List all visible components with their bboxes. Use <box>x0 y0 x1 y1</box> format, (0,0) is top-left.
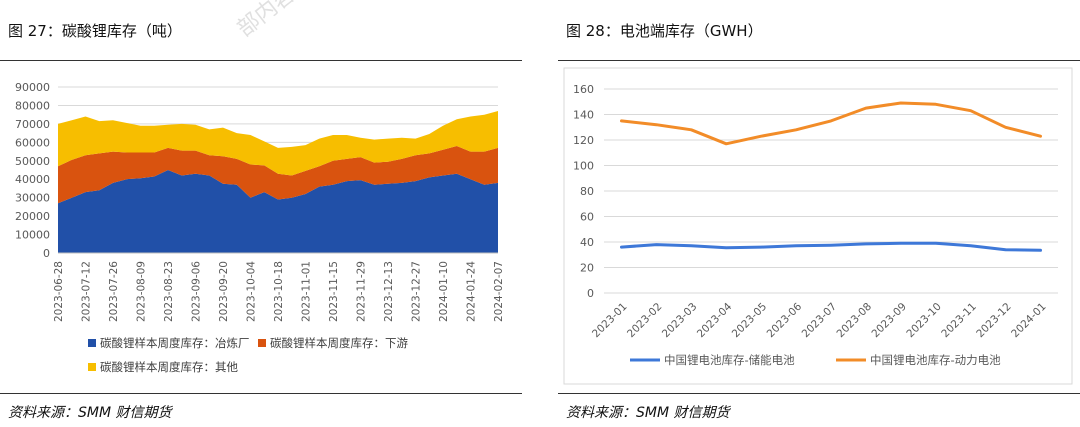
y-tick-label: 0 <box>587 287 594 300</box>
x-tick-label: 2023-09-06 <box>191 261 203 322</box>
y-tick-label: 80000 <box>15 99 50 112</box>
y-tick-label: 120 <box>573 134 594 147</box>
x-tick-label: 2023-10-04 <box>246 261 258 322</box>
left-panel: 图 27：碳酸锂库存（吨） 部内容 0 10000 20000 30000 40000 5… <box>0 0 522 427</box>
x-tick-label: 2024-01-10 <box>438 261 450 322</box>
figure-27-title: 图 27：碳酸锂库存（吨） <box>8 22 182 40</box>
x-tick-label: 2023-12-27 <box>411 261 423 322</box>
legend-swatch <box>88 339 96 347</box>
area-series-1 <box>58 170 498 253</box>
legend-label: 碳酸锂样本周度库存：下游 <box>270 336 408 350</box>
chart-frame <box>563 67 1073 385</box>
y-tick-label: 50000 <box>15 155 50 168</box>
x-tick-label: 2023-06-28 <box>53 261 65 322</box>
x-tick-label: 2024-02-07 <box>493 261 505 322</box>
x-tick-label: 2024-01-24 <box>466 261 478 322</box>
y-tick-label: 90000 <box>15 81 50 94</box>
top-rule <box>0 60 522 61</box>
area-series-2 <box>58 146 498 204</box>
y-tick-label: 20000 <box>15 210 50 223</box>
y-tick-label: 60000 <box>15 136 50 149</box>
y-tick-label: 10000 <box>15 229 50 242</box>
x-tick-label: 2023-11-15 <box>328 261 340 322</box>
x-tick-label: 2023-11-01 <box>301 261 313 322</box>
y-tick-label: 20 <box>580 262 594 275</box>
legend-swatch <box>258 339 266 347</box>
legend-label: 碳酸锂样本周度库存：其他 <box>100 360 238 374</box>
x-tick-label: 2023-10-18 <box>273 261 285 322</box>
x-tick-label: 2023-08-09 <box>136 261 148 322</box>
source-note: 资料来源：SMM 财信期货 <box>8 405 172 421</box>
x-tick-label: 2023-09-20 <box>218 261 230 322</box>
line-series-2 <box>620 101 1042 146</box>
y-tick-label: 40 <box>580 236 594 249</box>
source-note: 资料来源：SMM 财信期货 <box>566 405 730 421</box>
area-series-3 <box>58 111 498 176</box>
top-rule <box>558 60 1080 61</box>
legend-label: 碳酸锂样本周度库存：冶炼厂 <box>100 336 250 350</box>
y-tick-label: 60 <box>580 211 594 224</box>
y-tick-label: 0 <box>43 247 50 260</box>
x-tick-label: 2023-07-26 <box>108 261 120 322</box>
legend-label: 中国锂电池库存-动力电池 <box>870 353 1001 367</box>
y-tick-label: 160 <box>573 83 594 96</box>
legend-swatch <box>88 363 96 371</box>
x-tick-label: 2023-07-12 <box>81 261 93 322</box>
y-tick-label: 140 <box>573 109 594 122</box>
x-tick-label: 2023-12-13 <box>383 261 395 322</box>
line-series-1 <box>620 241 1042 252</box>
bottom-rule <box>0 393 522 394</box>
x-tick-label: 2023-11-29 <box>356 261 368 322</box>
battery-inventory-chart: 0204060801001201401602023-012023-022023-… <box>563 67 1073 385</box>
figure-28-title: 图 28：电池端库存（GWH） <box>566 22 763 40</box>
y-tick-label: 40000 <box>15 173 50 186</box>
legend-label: 中国锂电池库存-储能电池 <box>664 353 795 367</box>
y-tick-label: 70000 <box>15 118 50 131</box>
x-tick-label: 2023-08-23 <box>163 261 175 322</box>
lithium-carbonate-inventory-chart: 0 10000 20000 30000 40000 50000 60000 70000 8000… <box>15 81 505 374</box>
y-tick-label: 30000 <box>15 192 50 205</box>
y-tick-label: 80 <box>580 185 594 198</box>
y-tick-label: 100 <box>573 160 594 173</box>
bottom-rule <box>558 393 1080 394</box>
right-panel: 图 28：电池端库存（GWH） 0 20 40 60 80 100 120 140 160 202… <box>558 0 1080 427</box>
